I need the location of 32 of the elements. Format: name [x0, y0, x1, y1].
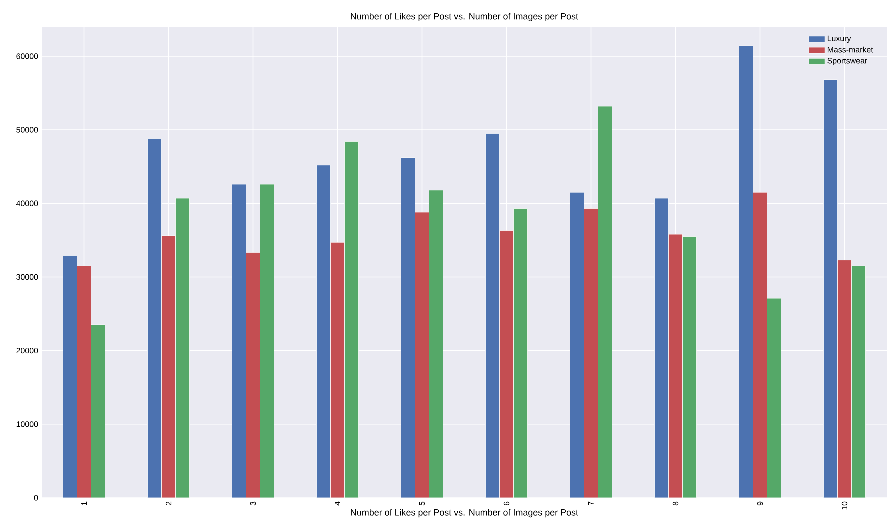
bar	[148, 138, 162, 498]
bar	[824, 80, 838, 498]
chart-title: Number of Likes per Post vs. Number of Images per Post	[351, 13, 578, 22]
bar	[654, 198, 669, 498]
bar	[486, 134, 500, 498]
bar	[162, 236, 176, 498]
bar	[316, 165, 331, 498]
bar	[852, 266, 866, 498]
bar	[91, 324, 106, 498]
x-axis-title: Number of Likes per Post vs. Number of Images per Post	[351, 509, 578, 518]
bar	[260, 184, 274, 498]
bar	[232, 184, 246, 498]
bar	[176, 198, 190, 498]
bar	[77, 266, 92, 498]
bar	[570, 192, 584, 498]
bar	[767, 298, 782, 498]
bar	[344, 142, 359, 498]
bar	[415, 212, 430, 498]
bar	[598, 106, 612, 498]
bar	[401, 158, 416, 498]
bar	[514, 208, 528, 498]
bar	[63, 256, 78, 498]
bar	[668, 234, 683, 498]
bar	[429, 190, 444, 498]
bar	[753, 192, 768, 498]
bar	[246, 252, 260, 498]
bar	[330, 242, 345, 498]
bar	[682, 236, 697, 498]
bar	[838, 260, 852, 498]
bar	[739, 46, 754, 498]
bar	[500, 230, 514, 498]
bar	[584, 208, 598, 498]
